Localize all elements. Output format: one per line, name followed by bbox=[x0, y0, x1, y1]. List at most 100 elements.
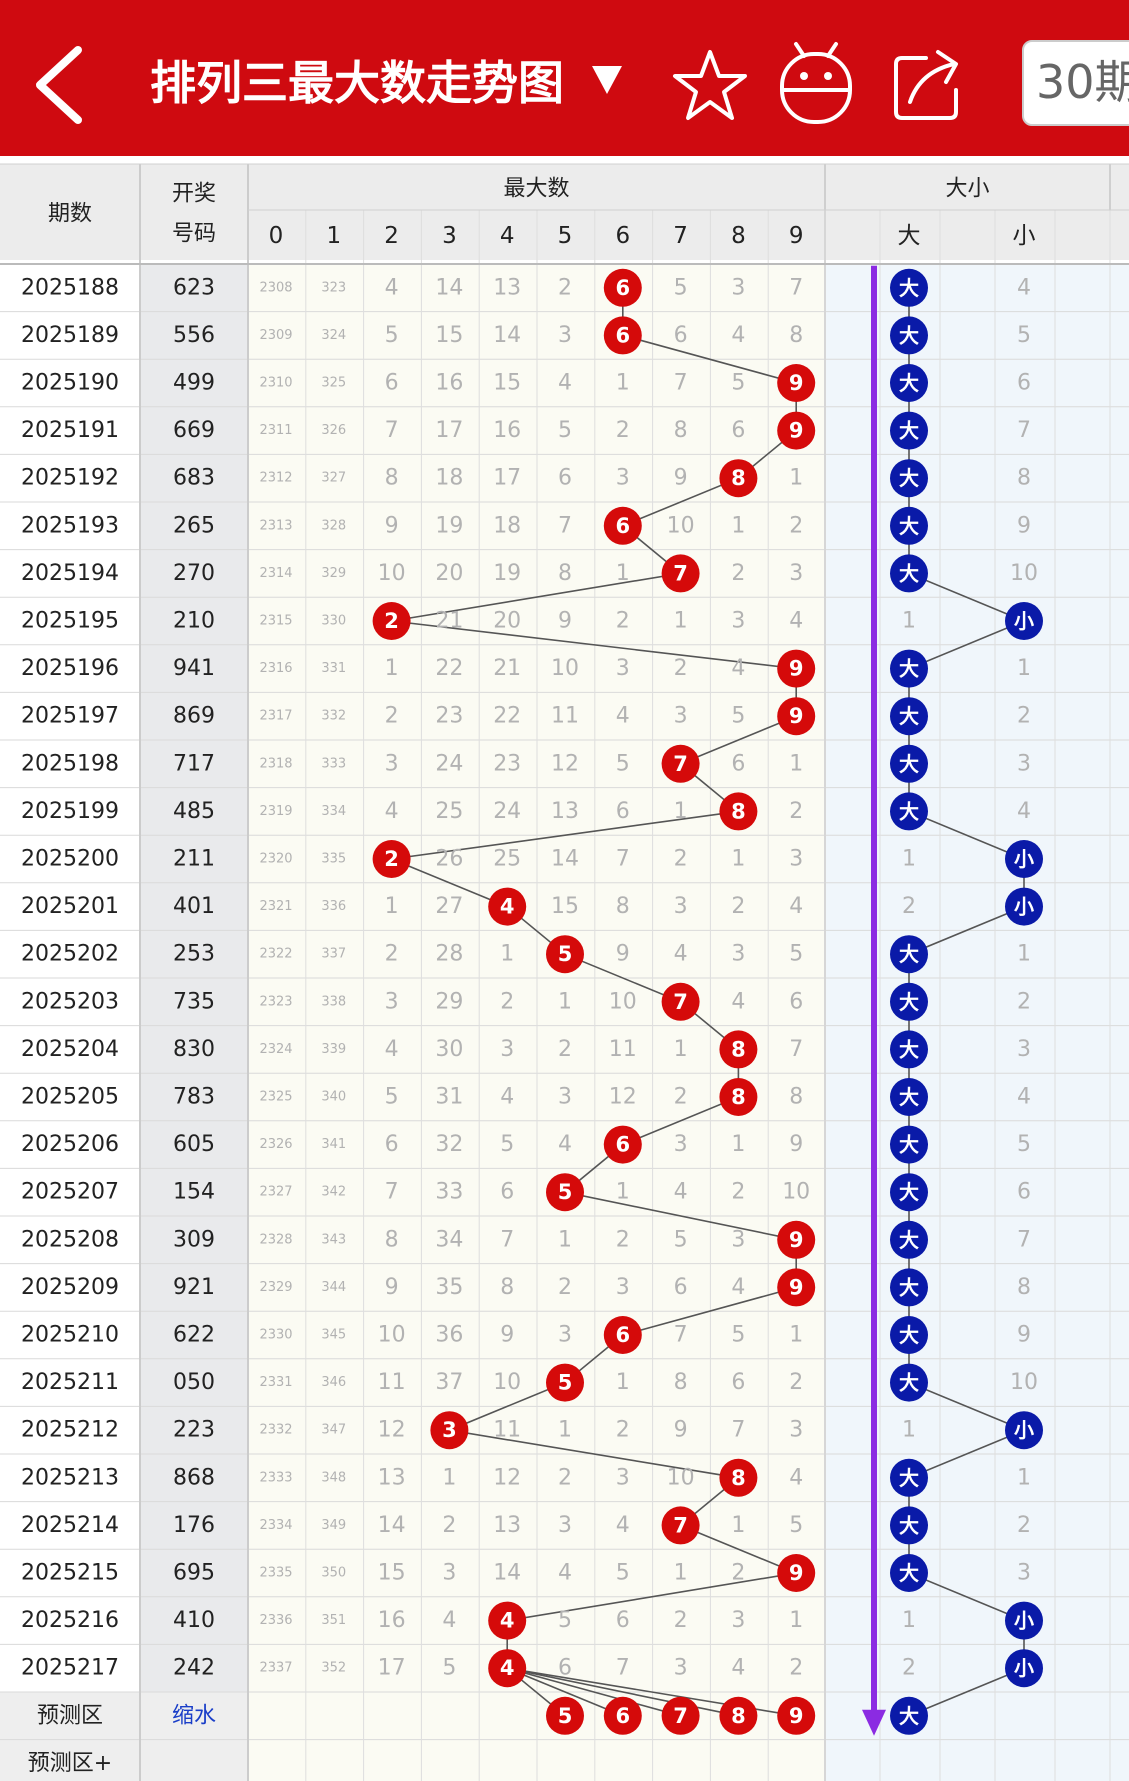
issue-cell-bg bbox=[0, 1073, 140, 1121]
size-ball-label: 大 bbox=[899, 276, 919, 300]
header-digit-0: 0 bbox=[269, 223, 284, 249]
size-miss-big: 2 bbox=[902, 894, 916, 919]
miss-value: 1 bbox=[674, 609, 688, 634]
size-ball-label: 大 bbox=[899, 514, 919, 538]
miss-value: 343 bbox=[321, 1232, 346, 1247]
issue-cell-bg bbox=[0, 1311, 140, 1359]
issue-cell: 2025195 bbox=[21, 609, 119, 634]
miss-value: 1 bbox=[616, 561, 630, 586]
size-miss-big: 1 bbox=[902, 609, 916, 634]
miss-value: 344 bbox=[321, 1280, 346, 1295]
max-ball-5 bbox=[546, 935, 584, 974]
size-ball-label: 小 bbox=[1014, 609, 1034, 633]
size-ball-label: 大 bbox=[899, 657, 919, 681]
number-cell-bg bbox=[140, 1406, 248, 1454]
miss-value: 2333 bbox=[259, 1470, 292, 1485]
max-ball-6 bbox=[603, 1316, 642, 1354]
max-ball-9 bbox=[777, 1268, 816, 1307]
miss-value: 16 bbox=[435, 371, 463, 396]
miss-value: 4 bbox=[789, 1465, 803, 1490]
miss-value: 10 bbox=[667, 1465, 695, 1490]
issue-cell: 2025205 bbox=[21, 1085, 119, 1110]
size-miss-small: 5 bbox=[1017, 323, 1031, 348]
max-ball-label: 2 bbox=[384, 609, 399, 633]
back-arrow-icon[interactable] bbox=[26, 40, 96, 130]
miss-value: 7 bbox=[674, 1323, 688, 1348]
miss-value: 7 bbox=[385, 1180, 399, 1205]
number-cell: 868 bbox=[173, 1465, 215, 1490]
predict-ball-7[interactable] bbox=[661, 1696, 700, 1735]
issue-cell-bg bbox=[0, 1454, 140, 1502]
shrink-link[interactable]: 缩水 bbox=[172, 1703, 216, 1728]
period-selector[interactable]: 30期 bbox=[1022, 40, 1129, 126]
miss-value: 342 bbox=[321, 1185, 346, 1200]
miss-value: 2308 bbox=[259, 280, 292, 295]
miss-value: 2319 bbox=[259, 804, 292, 819]
number-cell-bg bbox=[140, 1454, 248, 1502]
share-icon[interactable] bbox=[890, 44, 970, 124]
predict-ball-8[interactable] bbox=[719, 1696, 758, 1735]
issue-cell: 2025201 bbox=[21, 894, 119, 919]
header-big: 大 bbox=[898, 223, 921, 249]
miss-value: 347 bbox=[321, 1423, 346, 1438]
predict-ball-6[interactable] bbox=[603, 1696, 642, 1735]
miss-value: 6 bbox=[616, 1608, 630, 1633]
miss-value: 7 bbox=[789, 1037, 803, 1062]
miss-value: 3 bbox=[674, 1132, 688, 1157]
miss-value: 2 bbox=[731, 1561, 745, 1586]
miss-value: 33 bbox=[435, 1180, 463, 1205]
size-ball-label: 大 bbox=[899, 1513, 919, 1537]
max-ball-8 bbox=[719, 792, 758, 831]
number-cell-bg bbox=[140, 311, 248, 360]
miss-value: 4 bbox=[674, 942, 688, 967]
miss-value: 11 bbox=[609, 1037, 637, 1062]
predict-ball-9[interactable] bbox=[777, 1696, 816, 1735]
predict-ball-label: 7 bbox=[673, 1704, 688, 1728]
miss-value: 28 bbox=[435, 942, 463, 967]
miss-value: 8 bbox=[500, 1275, 514, 1300]
max-ball-8 bbox=[719, 1458, 758, 1497]
size-miss-small: 1 bbox=[1017, 1465, 1031, 1490]
miss-value: 5 bbox=[731, 371, 745, 396]
android-robot-icon[interactable] bbox=[776, 38, 856, 128]
miss-value: 324 bbox=[321, 328, 346, 343]
predict-size-ball[interactable] bbox=[890, 1696, 928, 1735]
predict-ball-5[interactable] bbox=[546, 1696, 584, 1735]
size-ball-label: 大 bbox=[899, 323, 919, 347]
page-title[interactable]: 排列三最大数走势图 bbox=[150, 56, 564, 110]
miss-value: 336 bbox=[321, 899, 346, 914]
miss-value: 6 bbox=[385, 1132, 399, 1157]
header-digit-3: 3 bbox=[442, 223, 457, 249]
number-cell: 695 bbox=[173, 1561, 215, 1586]
miss-value: 5 bbox=[789, 942, 803, 967]
max-ball-7 bbox=[661, 982, 700, 1021]
miss-value: 2309 bbox=[259, 328, 292, 343]
miss-value: 338 bbox=[321, 994, 346, 1009]
miss-value: 2328 bbox=[259, 1232, 292, 1247]
size-ball-big bbox=[890, 935, 928, 974]
miss-value: 30 bbox=[435, 1037, 463, 1062]
issue-cell-bg bbox=[0, 1168, 140, 1216]
dropdown-triangle-icon[interactable] bbox=[590, 60, 624, 100]
number-cell: 556 bbox=[173, 323, 215, 348]
miss-value: 6 bbox=[731, 1370, 745, 1395]
miss-value: 22 bbox=[435, 656, 463, 681]
miss-value: 19 bbox=[435, 513, 463, 538]
size-ball-label: 大 bbox=[899, 466, 919, 490]
miss-value: 2 bbox=[558, 275, 572, 300]
number-cell: 485 bbox=[173, 799, 215, 824]
miss-value: 9 bbox=[674, 1418, 688, 1443]
max-ball-5 bbox=[546, 1363, 584, 1402]
star-icon[interactable] bbox=[672, 48, 748, 124]
miss-value: 4 bbox=[731, 989, 745, 1014]
miss-value: 2318 bbox=[259, 756, 292, 771]
size-miss-small: 6 bbox=[1017, 371, 1031, 396]
predict-label: 预测区 bbox=[37, 1703, 103, 1728]
size-miss-small: 10 bbox=[1010, 1370, 1038, 1395]
max-ball-label: 3 bbox=[442, 1418, 457, 1442]
miss-value: 10 bbox=[493, 1370, 521, 1395]
predict-ball-label: 5 bbox=[558, 1704, 573, 1728]
miss-value: 23 bbox=[493, 751, 521, 776]
miss-value: 2320 bbox=[259, 852, 292, 867]
number-cell-bg bbox=[140, 644, 248, 693]
